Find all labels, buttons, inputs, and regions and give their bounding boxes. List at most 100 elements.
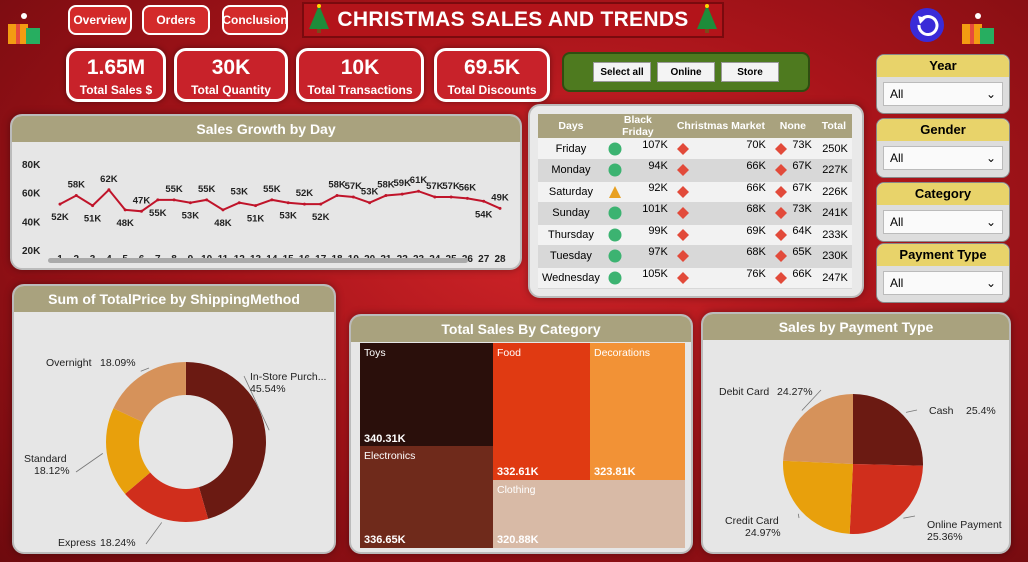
data-point — [107, 188, 111, 192]
col-header[interactable]: None — [769, 114, 816, 138]
dropdown-value: All — [890, 151, 904, 165]
overview-button[interactable]: Overview — [68, 5, 132, 35]
none-cell: 67K — [769, 181, 816, 203]
treemap-label: Electronics — [364, 450, 416, 462]
data-point — [498, 206, 502, 210]
pie-slice — [853, 394, 923, 466]
cell-value: 66K — [746, 181, 766, 194]
treemap-value: 320.88K — [497, 534, 539, 546]
dropdown-value: All — [890, 215, 904, 229]
slice-name: Online Payment — [927, 519, 1002, 531]
cell-value: 105K — [642, 267, 668, 280]
cell-value: 73K — [792, 203, 812, 216]
cell-value: 70K — [746, 138, 766, 151]
store-button[interactable]: Store — [721, 62, 779, 82]
x-tick-label: 28 — [494, 254, 506, 265]
data-label: 49K — [491, 192, 509, 203]
christmas-market-cell: 70K — [671, 138, 770, 160]
cell-value: 97K — [648, 246, 668, 259]
shipping-donut-chart: In-Store Purch...45.54% Express 18.24% Stan… — [24, 357, 326, 549]
treemap-value: 323.81K — [594, 466, 636, 478]
treemap-toys[interactable]: Toys 340.31K — [360, 343, 493, 447]
none-cell: 66K — [769, 267, 816, 289]
table-row[interactable]: Wednesday 105K 76K 66K 247K — [538, 267, 852, 289]
black-friday-cell: 92K — [603, 181, 672, 203]
treemap-decorations[interactable]: Decorations 323.81K — [590, 343, 685, 480]
data-label: 53K — [279, 211, 297, 222]
orders-button[interactable]: Orders — [142, 5, 210, 35]
table-row[interactable]: Sunday 101K 68K 73K 241K — [538, 202, 852, 225]
slice-value: 24.27% — [777, 386, 813, 398]
kpi-value: 30K — [211, 56, 251, 79]
back-button[interactable] — [906, 6, 948, 44]
total-cell: 233K — [815, 224, 852, 246]
none-cell: 73K — [769, 138, 816, 160]
kpi-value: 69.5K — [463, 56, 521, 79]
chevron-down-icon: ⌄ — [985, 87, 996, 101]
data-label: 55K — [149, 208, 167, 219]
data-point — [384, 194, 388, 198]
treemap-electronics[interactable]: Electronics 336.65K — [360, 446, 493, 548]
col-header[interactable]: Black Friday — [603, 114, 672, 138]
gender-filter: Gender All ⌄ — [876, 118, 1010, 178]
data-point — [58, 202, 62, 206]
y-tick-label: 20K — [22, 246, 41, 257]
filter-title: Gender — [877, 119, 1009, 141]
gender-dropdown[interactable]: All ⌄ — [883, 146, 1003, 170]
total-cell: 241K — [815, 202, 852, 225]
table-row[interactable]: Tuesday 97K 68K 65K 230K — [538, 245, 852, 268]
diamond-icon — [774, 185, 788, 202]
circle-icon — [608, 228, 622, 245]
diamond-icon — [774, 142, 788, 159]
treemap-clothing[interactable]: Clothing 320.88K — [493, 480, 685, 548]
year-dropdown[interactable]: All ⌄ — [883, 82, 1003, 106]
days-matrix: Days Black Friday Christmas Market None … — [538, 114, 852, 289]
data-label: 53K — [231, 187, 249, 198]
christmas-market-cell: 66K — [671, 159, 770, 182]
day-cell: Thursday — [538, 224, 604, 246]
col-header[interactable]: Christmas Market — [671, 114, 770, 138]
leader-line — [797, 513, 800, 519]
data-label: 48K — [214, 218, 232, 229]
days-matrix-panel: Days Black Friday Christmas Market None … — [528, 104, 864, 298]
christmas-market-cell: 76K — [671, 267, 770, 289]
data-label: 57K — [345, 181, 363, 192]
data-label: 57K — [442, 181, 460, 192]
data-label: 52K — [312, 212, 330, 223]
slice-name: Overnight — [46, 357, 92, 369]
data-point — [368, 201, 372, 205]
table-row[interactable]: Thursday 99K 69K 64K 233K — [538, 224, 852, 246]
data-label: 58K — [328, 180, 346, 191]
category-dropdown[interactable]: All ⌄ — [883, 210, 1003, 234]
data-label: 54K — [475, 209, 493, 220]
dropdown-value: All — [890, 87, 904, 101]
kpi-value: 10K — [340, 56, 380, 79]
online-button[interactable]: Online — [657, 62, 715, 82]
none-cell: 73K — [769, 202, 816, 225]
data-point — [237, 201, 241, 205]
horizontal-scrollbar[interactable] — [48, 258, 468, 263]
black-friday-cell: 107K — [603, 138, 672, 160]
pie-slice — [783, 394, 853, 464]
filter-title: Year — [877, 55, 1009, 77]
total-cell: 227K — [815, 159, 852, 182]
col-header[interactable]: Total — [815, 114, 852, 138]
data-point — [482, 199, 486, 203]
treemap-food[interactable]: Food 332.61K — [493, 343, 590, 480]
category-panel: Total Sales By Category Toys 340.31K Elec… — [349, 314, 693, 554]
table-row[interactable]: Saturday 92K 66K 67K 226K — [538, 181, 852, 203]
kpi-label: Total Quantity — [191, 83, 271, 97]
kpi-total-discounts: 69.5K Total Discounts — [434, 48, 550, 102]
col-header[interactable]: Days — [538, 114, 604, 138]
christmas-tree-icon — [695, 3, 719, 38]
slice-name: In-Store Purch... — [250, 371, 326, 383]
slice-name: Express — [58, 537, 96, 549]
conclusion-button[interactable]: Conclusion — [222, 5, 288, 35]
select-all-button[interactable]: Select all — [593, 62, 651, 82]
leader-line — [903, 515, 916, 519]
table-row[interactable]: Friday 107K 70K 73K 250K — [538, 138, 852, 160]
payment-type-dropdown[interactable]: All ⌄ — [883, 271, 1003, 295]
category-filter: Category All ⌄ — [876, 182, 1010, 242]
table-row[interactable]: Monday 94K 66K 67K 227K — [538, 159, 852, 182]
slice-name: Debit Card — [719, 386, 769, 398]
